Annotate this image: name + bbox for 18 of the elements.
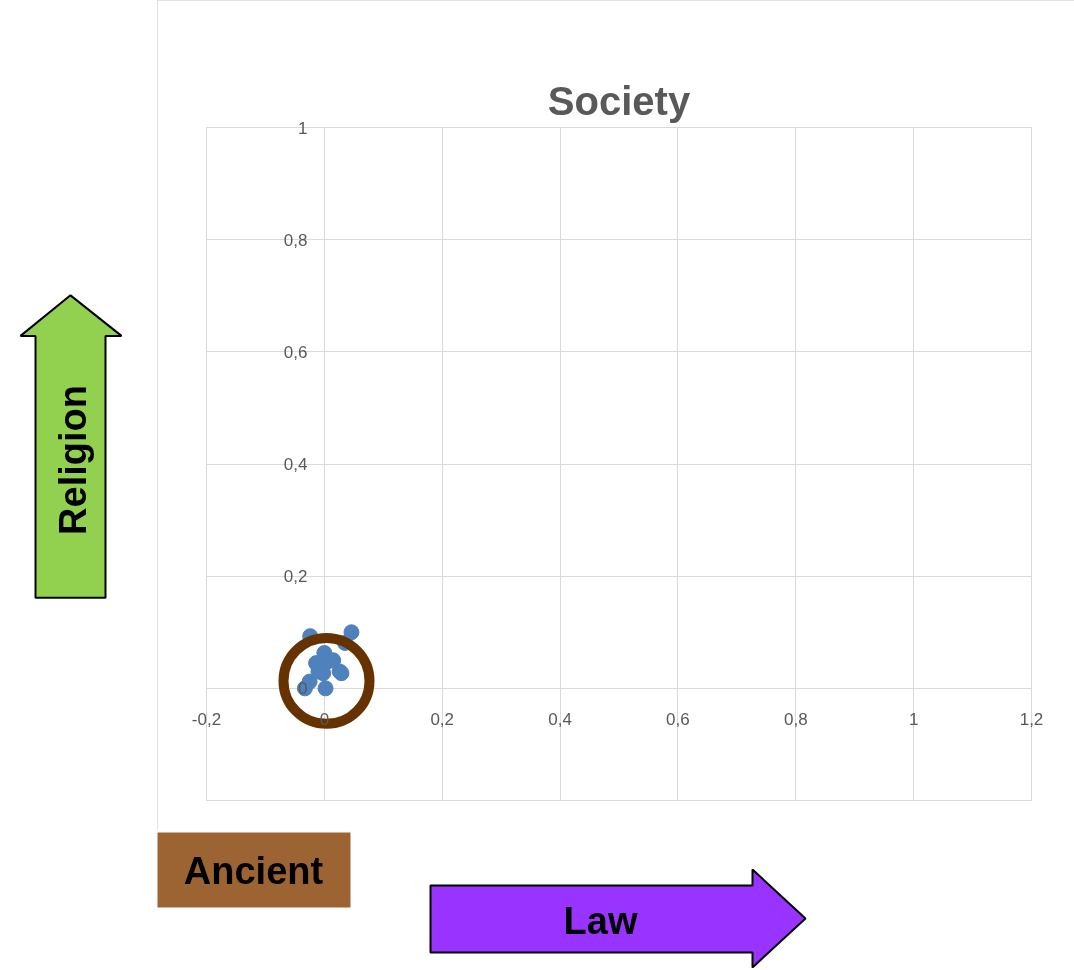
picture-arrow-right: Law Ancient xyxy=(0,830,1074,968)
picture-arrow-up: Religion xyxy=(0,0,157,830)
x-tick-label: 1,2 xyxy=(1019,709,1044,729)
y-tick-label: 0 xyxy=(298,679,308,699)
x-tick-label: 0,8 xyxy=(783,709,808,729)
x-tick-label: 0,2 xyxy=(430,709,455,729)
x-axis-title: Law xyxy=(563,899,638,942)
chart-title: Society xyxy=(547,78,691,123)
y-tick-label: 0,2 xyxy=(283,567,308,587)
y-axis-title: Religion xyxy=(51,385,94,535)
x-tick-label: 0,4 xyxy=(548,709,572,729)
y-tick-label: 0,8 xyxy=(283,230,308,250)
x-tick-label: 0,6 xyxy=(666,709,690,729)
y-tick-label: 1 xyxy=(298,118,308,138)
y-tick-label: 0,6 xyxy=(283,342,308,362)
x-tick-label: 1 xyxy=(908,709,919,729)
y-tick-label: 0,4 xyxy=(283,455,308,474)
x-tick-label: -0,2 xyxy=(191,709,222,729)
